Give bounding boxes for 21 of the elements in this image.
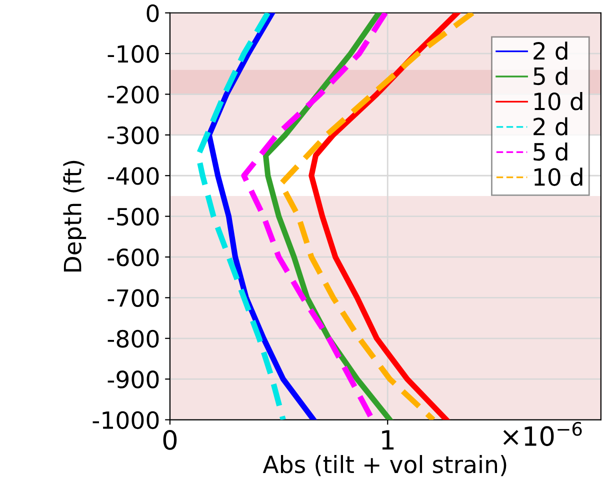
legend-label: 10 d bbox=[534, 168, 582, 186]
y-tick-label: -100 bbox=[108, 45, 159, 63]
x-tick-label: 1 bbox=[382, 430, 394, 450]
legend-label: 5 d bbox=[534, 142, 568, 161]
legend-label: 2 d bbox=[534, 42, 568, 60]
y-tick-label: -1000 bbox=[92, 411, 159, 430]
y-tick-label: -200 bbox=[108, 86, 159, 104]
text: ×10$^{−6}$ bbox=[503, 422, 582, 446]
y-tick-label: -400 bbox=[108, 167, 159, 185]
y-axis-title: Depth (ft) bbox=[63, 160, 86, 272]
y-tick-label: -700 bbox=[108, 289, 159, 307]
legend-label: 5 d bbox=[534, 66, 568, 86]
y-tick-label: -300 bbox=[108, 126, 159, 144]
legend-label: 2 d bbox=[534, 117, 568, 136]
y-tick-label: -900 bbox=[108, 370, 159, 388]
y-tick-label: -600 bbox=[108, 248, 159, 266]
y-tick-label: -800 bbox=[108, 330, 159, 348]
x-axis-title: Abs (tilt + vol strain) bbox=[262, 455, 506, 476]
y-tick-label: -500 bbox=[108, 208, 159, 226]
legend-label: 10 d bbox=[534, 92, 582, 110]
y-tick-label: 0 bbox=[146, 4, 159, 22]
